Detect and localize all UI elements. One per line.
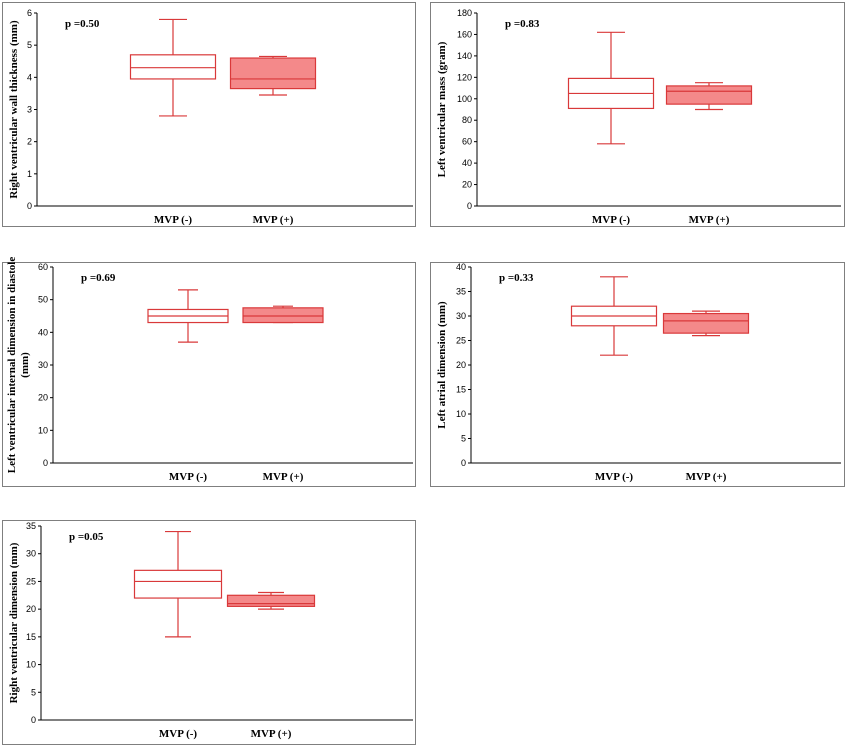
chart-panel-rv-wall-thickness: 0 1 2 3 4 5 6 Right ventricular wall thickness … [2, 2, 416, 227]
chart-svg-4: 0 5 10 15 20 25 30 35 Right ventricular dimensio… [8, 521, 413, 740]
chart-panel-rv-dimension: 0 5 10 15 20 25 30 35 Right ventricular dimensio… [2, 520, 416, 745]
y-tick-label: 15 [456, 385, 466, 395]
y-tick-label: 40 [462, 158, 472, 168]
y-tick-label: 30 [26, 549, 36, 559]
y-tick-label: 60 [38, 262, 48, 272]
category-label: MVP (-) [595, 471, 634, 483]
y-tick-label: 0 [43, 458, 48, 468]
y-tick-label: 20 [26, 604, 36, 614]
chart-svg-3: 0 5 10 15 20 25 30 35 40 Left atrial dimension (m… [436, 262, 841, 483]
y-tick-label: 140 [457, 51, 472, 61]
category-label: MVP (-) [154, 214, 193, 226]
y-tick-label: 2 [27, 137, 32, 147]
y-tick-label: 30 [38, 360, 48, 370]
chart-svg-1: 0 20 40 60 80 100 120 140 160 180 Left ventricular… [436, 8, 841, 226]
y-axis-label: Right ventricular dimension (mm) [8, 542, 20, 703]
y-tick-label: 20 [462, 180, 472, 190]
chart-panel-la-dimension: 0 5 10 15 20 25 30 35 40 Left atrial dimension (m… [430, 262, 845, 487]
y-tick-label: 1 [27, 169, 32, 179]
category-label: MVP (-) [169, 471, 208, 483]
y-tick-label: 25 [26, 576, 36, 586]
chart-svg-2: 0 10 20 30 40 50 60 Left ventricular internal d… [6, 257, 413, 483]
y-tick-label: 180 [457, 8, 472, 18]
chart-svg-0: 0 1 2 3 4 5 6 Right ventricular wall thickness … [8, 8, 413, 226]
y-tick-label: 15 [26, 632, 36, 642]
p-value-annotation: p =0.69 [81, 272, 116, 284]
category-label: MVP (+) [251, 728, 292, 740]
box-plot-mvp-positive [242, 305, 324, 324]
y-tick-label: 3 [27, 105, 32, 115]
y-axis-label: Right ventricular wall thickness (mm) [8, 20, 20, 199]
box-plot-mvp-negative [129, 18, 217, 117]
y-tick-label: 25 [456, 336, 466, 346]
box-plot-mvp-negative [133, 530, 223, 638]
y-tick-label: 100 [457, 94, 472, 104]
y-tick-label: 5 [27, 40, 32, 50]
y-tick-label: 40 [38, 327, 48, 337]
p-value-annotation: p =0.05 [69, 531, 104, 543]
y-tick-label: 35 [456, 287, 466, 297]
y-tick-label: 0 [467, 201, 472, 211]
category-label: MVP (-) [592, 214, 631, 226]
iqr-box [229, 57, 317, 90]
y-axis-label: Left ventricular mass (gram) [436, 41, 448, 177]
box-plot-mvp-positive [665, 82, 753, 111]
box-plot-mvp-negative [567, 31, 655, 145]
y-axis-label: Left ventricular internal dimension in d… [6, 257, 18, 474]
y-tick-label: 20 [38, 393, 48, 403]
y-tick-label: 60 [462, 137, 472, 147]
y-tick-label: 10 [38, 425, 48, 435]
y-tick-label: 20 [456, 360, 466, 370]
y-tick-label: 50 [38, 295, 48, 305]
y-tick-label: 5 [31, 687, 36, 697]
y-tick-label: 160 [457, 29, 472, 39]
y-tick-label: 10 [456, 409, 466, 419]
y-tick-label: 80 [462, 115, 472, 125]
y-tick-label: 4 [27, 72, 32, 82]
category-label: MVP (+) [253, 214, 294, 226]
box-plot-mvp-negative [147, 289, 229, 343]
y-tick-label: 10 [26, 660, 36, 670]
box-plot-mvp-negative [570, 276, 658, 356]
chart-panel-lvidd: 0 10 20 30 40 50 60 Left ventricular internal d… [2, 257, 416, 487]
category-label: MVP (+) [686, 471, 727, 483]
y-axis-label: Left atrial dimension (mm) [436, 301, 448, 429]
category-label: MVP (-) [159, 728, 198, 740]
box-plot-mvp-positive [229, 55, 317, 96]
y-tick-label: 35 [26, 521, 36, 531]
iqr-box [129, 54, 217, 80]
y-tick-label: 30 [456, 311, 466, 321]
y-tick-label: 40 [456, 262, 466, 272]
y-tick-label: 6 [27, 8, 32, 18]
category-label: MVP (+) [689, 214, 730, 226]
chart-panel-lv-mass: 0 20 40 60 80 100 120 140 160 180 Left ventricular… [430, 2, 845, 227]
y-tick-label: 0 [31, 715, 36, 725]
y-tick-label: 0 [27, 201, 32, 211]
box-plot-mvp-positive [226, 591, 316, 610]
category-label: MVP (+) [263, 471, 304, 483]
iqr-box [242, 307, 324, 324]
y-tick-label: 5 [461, 434, 466, 444]
iqr-box [665, 85, 753, 105]
iqr-box [226, 594, 316, 607]
p-value-annotation: p =0.83 [505, 18, 540, 30]
iqr-box [662, 312, 750, 334]
p-value-annotation: p =0.50 [65, 18, 100, 30]
y-tick-label: 120 [457, 72, 472, 82]
y-axis-label: (mm) [19, 352, 31, 378]
iqr-box [133, 569, 223, 599]
y-tick-label: 0 [461, 458, 466, 468]
box-plot-mvp-positive [662, 310, 750, 337]
p-value-annotation: p =0.33 [499, 272, 534, 284]
